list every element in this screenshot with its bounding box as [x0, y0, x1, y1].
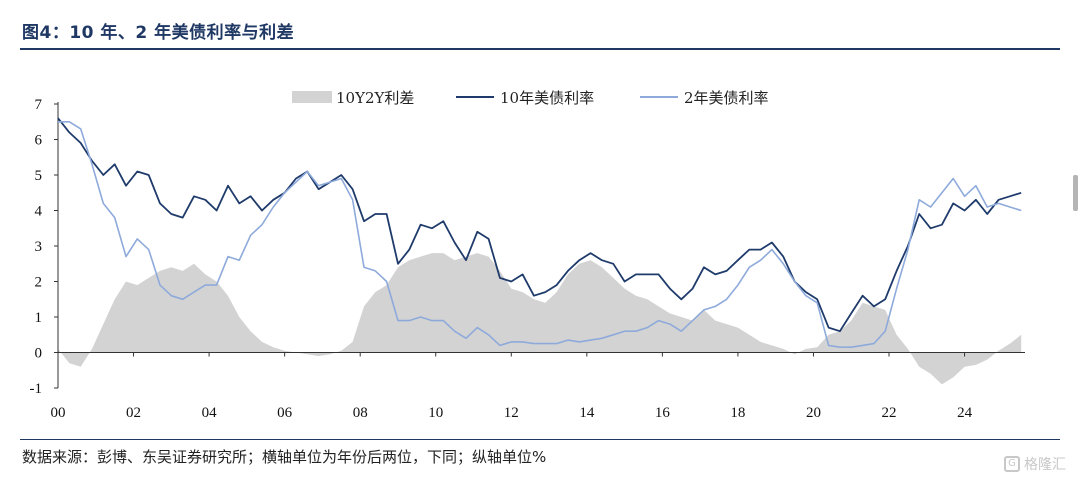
- y-tick-label: -1: [30, 381, 43, 397]
- footer-rule: [20, 439, 1060, 440]
- chart-title: 图4：10 年、2 年美债利率与利差: [22, 23, 295, 43]
- x-tick-label: 14: [579, 405, 595, 421]
- x-tick-label: 12: [504, 405, 519, 421]
- scroll-indicator[interactable]: [1073, 175, 1078, 211]
- x-tick-label: 24: [957, 405, 973, 421]
- series-line-2y: [58, 121, 1022, 349]
- watermark: G 格隆汇: [1004, 454, 1066, 474]
- y-tick-label: 6: [35, 133, 43, 149]
- x-tick-label: 16: [655, 405, 671, 421]
- y-tick-label: 7: [35, 97, 43, 113]
- spread-area-layer: [58, 253, 1022, 385]
- y-tick-label: 2: [35, 275, 43, 291]
- x-tick-label: 06: [277, 405, 293, 421]
- y-tick-label: 1: [35, 310, 43, 326]
- x-tick-label: 04: [202, 405, 218, 421]
- legend: 10Y2Y利差 10年美债利率 2年美债利率: [292, 89, 769, 107]
- watermark-text: 格隆汇: [1024, 457, 1066, 473]
- legend-swatch-spread: [292, 91, 332, 103]
- series-area-spread: [58, 253, 1022, 385]
- rate-lines-layer: [57, 117, 1022, 349]
- y-tick-label: 4: [35, 204, 43, 220]
- legend-label: 10Y2Y利差: [336, 89, 414, 107]
- legend-label: 10年美债利率: [500, 89, 594, 107]
- x-tick-label: 02: [126, 405, 141, 421]
- series-line-10y: [57, 117, 1022, 333]
- x-tick-label: 20: [806, 405, 821, 421]
- title-rule: [20, 48, 1060, 50]
- y-tick-label: 3: [35, 239, 43, 255]
- x-tick-label: 10: [428, 405, 443, 421]
- source-note: 数据来源：彭博、东吴证券研究所；横轴单位为年份后两位，下同；纵轴单位%: [22, 448, 547, 466]
- x-tick-label: 00: [51, 405, 66, 421]
- legend-label: 2年美债利率: [684, 89, 769, 107]
- x-tick-label: 22: [882, 405, 897, 421]
- watermark-logo-icon: G: [1004, 456, 1020, 472]
- y-tick-label: 5: [35, 168, 43, 184]
- x-tick-label: 18: [730, 405, 745, 421]
- x-tick-label: 08: [353, 405, 368, 421]
- y-tick-label: 0: [35, 346, 43, 362]
